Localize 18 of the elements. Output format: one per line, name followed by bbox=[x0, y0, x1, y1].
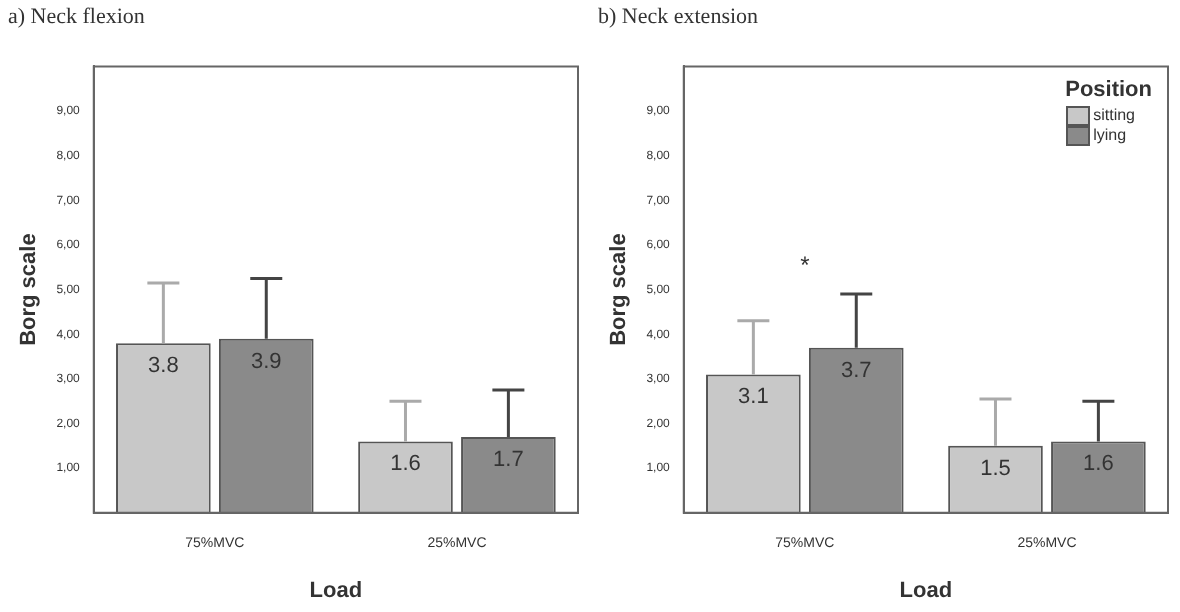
data-label: 1.6 bbox=[390, 452, 421, 477]
data-label: 1.6 bbox=[1083, 452, 1114, 477]
x-axis-title: Load bbox=[899, 578, 953, 603]
x-axis-title: Load bbox=[309, 578, 363, 603]
chart-title: b) Neck extension bbox=[598, 4, 760, 29]
y-axis-title: Borg scale bbox=[17, 233, 42, 346]
y-axis-title: Borg scale bbox=[607, 233, 632, 346]
data-label: 1.7 bbox=[493, 447, 524, 472]
legend-label: lying bbox=[1093, 126, 1127, 145]
legend-label: sitting bbox=[1093, 106, 1136, 125]
data-label: 3.9 bbox=[250, 349, 282, 374]
data-label: 3.7 bbox=[840, 358, 872, 383]
data-label: 1.5 bbox=[980, 456, 1011, 481]
annotation: * bbox=[800, 250, 811, 279]
data-label: 3.8 bbox=[148, 354, 179, 379]
data-label: 3.1 bbox=[738, 385, 769, 410]
legend-title: Position bbox=[1065, 78, 1152, 104]
chart-title: a) Neck flexion bbox=[8, 4, 146, 29]
